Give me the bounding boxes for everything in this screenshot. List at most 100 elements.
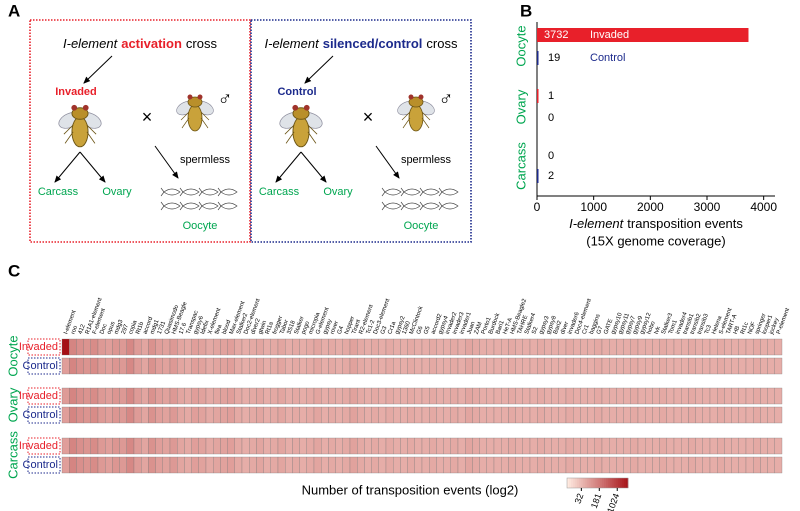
heatmap-cell — [155, 357, 163, 375]
column-label: 17.6 — [179, 322, 189, 336]
heatmap-cell — [393, 338, 401, 356]
heatmap-cell — [299, 338, 307, 356]
heatmap-cell — [745, 406, 754, 424]
heatmap-cell — [717, 406, 725, 424]
male-sign: ♂ — [439, 88, 454, 110]
column-label: NOF — [747, 321, 757, 335]
heatmap-cell — [666, 456, 675, 474]
column-label: 1731 — [157, 320, 167, 335]
heatmap-cell — [587, 357, 595, 375]
heatmap-cell — [421, 456, 430, 474]
heatmap-cell — [673, 406, 682, 424]
heatmap-cell — [616, 406, 624, 424]
heatmap-cell — [537, 338, 545, 356]
heatmap-cell — [119, 338, 127, 356]
category-label: Oocyte — [513, 25, 528, 66]
heatmap-cell — [270, 338, 279, 356]
heatmap-cell — [83, 406, 91, 424]
heatmap-cell — [378, 338, 387, 356]
heatmap-cell — [112, 456, 120, 474]
heatmap-cell — [659, 437, 667, 455]
heatmap-cell — [666, 338, 675, 356]
heatmap-cell — [702, 387, 711, 405]
heatmap-cell — [227, 387, 235, 405]
arrow — [275, 151, 302, 183]
panel-b: 0 1000 2000 3000 4000 I-element transposition … — [513, 22, 777, 248]
heatmap-cell — [767, 437, 775, 455]
heatmap-cell — [234, 437, 243, 455]
heatmap-cell — [213, 338, 221, 356]
heatmap-cell — [443, 338, 451, 356]
heatmap-cell — [760, 406, 768, 424]
heatmap-cell — [501, 338, 509, 356]
heatmap-cell — [277, 338, 286, 356]
heatmap-cell — [306, 406, 315, 424]
heatmap-cell — [299, 387, 307, 405]
heatmap-cell — [155, 338, 163, 356]
heatmap-cell — [335, 357, 343, 375]
heatmap-cell — [378, 387, 387, 405]
heatmap-cell — [112, 437, 120, 455]
heatmap-cell — [457, 437, 466, 455]
heatmap-cell — [162, 357, 171, 375]
heatmap-cell — [241, 406, 250, 424]
heatmap-cell — [681, 437, 689, 455]
heatmap-cell — [544, 437, 552, 455]
oocyte-icon — [179, 187, 200, 197]
heatmap-cell — [306, 456, 315, 474]
heatmap-cell — [371, 456, 379, 474]
heatmap-cell — [673, 338, 682, 356]
heatmap-cell — [357, 456, 365, 474]
female-fly — [276, 104, 326, 148]
heatmap-cell — [659, 406, 667, 424]
heatmap-cell — [551, 338, 559, 356]
heatmap-cell — [652, 456, 660, 474]
colorbar-step — [605, 478, 608, 488]
heatmap-cell — [745, 387, 754, 405]
heatmap-cell — [637, 338, 646, 356]
heatmap-cell — [767, 357, 775, 375]
heatmap-cell — [479, 456, 487, 474]
heatmap-cell — [558, 406, 567, 424]
colorbar-step — [585, 478, 588, 488]
heatmap-cell — [148, 437, 156, 455]
heatmap-cell — [443, 406, 451, 424]
heatmap-cell — [465, 406, 473, 424]
heatmap-cell — [184, 456, 192, 474]
heatmap-cell — [141, 387, 149, 405]
heatmap-cell — [126, 338, 135, 356]
heatmap-cell — [738, 406, 747, 424]
heatmap-cell — [508, 338, 516, 356]
heatmap-cell — [587, 387, 595, 405]
row-label-box — [27, 357, 61, 375]
heatmap-cell — [364, 338, 372, 356]
heatmap-cell — [630, 406, 639, 424]
heatmap-cell — [263, 338, 271, 356]
title-part: activation — [121, 36, 182, 51]
heatmap-cell — [400, 406, 408, 424]
heatmap-cell — [335, 406, 343, 424]
heatmap-cell — [407, 456, 415, 474]
heatmap-cell — [371, 437, 379, 455]
heatmap-cell — [695, 387, 703, 405]
heatmap-cell — [299, 437, 307, 455]
heatmap-cell — [112, 357, 120, 375]
arrow — [304, 55, 334, 84]
heatmap-cell — [378, 456, 387, 474]
heatmap-cell — [414, 456, 423, 474]
heatmap-cell — [731, 437, 739, 455]
heatmap-cell — [299, 406, 307, 424]
row-label: Control — [23, 360, 58, 372]
column-label: G3 — [380, 325, 389, 335]
cross-sign: × — [142, 107, 153, 127]
heatmap-cell — [191, 406, 199, 424]
heatmap-cell — [760, 387, 768, 405]
heatmap-cell — [277, 456, 286, 474]
cross-title: I-element silenced/control cross — [265, 36, 458, 51]
heatmap-cell — [594, 437, 603, 455]
heatmap-cell — [659, 456, 667, 474]
heatmap-cell — [61, 387, 70, 405]
colorbar-step — [621, 478, 625, 488]
column-label: Tc3 — [704, 324, 713, 335]
heatmap-cell — [407, 357, 415, 375]
